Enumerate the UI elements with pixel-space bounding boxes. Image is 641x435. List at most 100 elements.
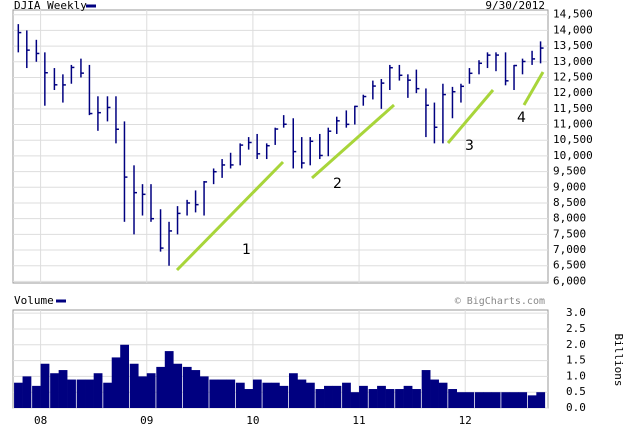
volume-bar <box>199 376 209 408</box>
legend-label: Volume <box>14 294 54 307</box>
volume-bar <box>67 379 76 408</box>
volume-bar <box>129 363 139 408</box>
volume-bar <box>182 366 192 408</box>
y-tick-label: 11,000 <box>553 118 593 131</box>
y-tick-label: 2.5 <box>566 322 586 335</box>
trend-lines <box>175 71 545 272</box>
annotation: 1 <box>242 242 251 258</box>
y-tick-label: 8,000 <box>553 212 586 225</box>
volume-bar <box>93 373 103 408</box>
volume-bar <box>518 392 528 408</box>
volume-bar <box>262 382 272 408</box>
y-tick-label: 14,000 <box>553 23 593 36</box>
volume-bar <box>438 382 448 408</box>
source: © BigCharts.com <box>455 296 545 307</box>
volume-bar <box>146 373 156 408</box>
date-label: 9/30/2012 <box>485 0 545 12</box>
volume-bar <box>350 392 360 408</box>
volume-bar <box>111 357 121 408</box>
y-tick-label: 14,500 <box>553 8 593 21</box>
y-tick-label: 6,500 <box>553 259 586 272</box>
volume-bar <box>191 370 201 408</box>
volume-bar <box>50 373 59 408</box>
y-tick-label: 1.0 <box>566 369 586 382</box>
layer: 6,000 6,500 7,000 7,500 8,000 8,500 9,000 9,500… <box>13 8 593 427</box>
volume-bar <box>315 389 325 408</box>
volume-bar <box>368 389 378 408</box>
y-axis-title: Billions <box>612 334 625 387</box>
volume-bar <box>244 389 254 408</box>
volume-bar <box>456 392 466 408</box>
price-plot <box>12 9 549 284</box>
y-tick-label: 11,500 <box>553 102 593 115</box>
volume-bar <box>536 392 546 408</box>
volume-bar <box>173 363 183 408</box>
volume-bar <box>14 382 23 408</box>
volume-bar <box>297 379 307 408</box>
y-tick-label: 1.5 <box>566 354 586 367</box>
volume-bar <box>217 379 227 408</box>
volume-bar <box>377 385 386 408</box>
volume-bar <box>527 395 537 408</box>
volume-bar <box>403 385 413 408</box>
volume-bar <box>76 379 86 408</box>
x-tick-label: 10 <box>246 414 259 427</box>
volume-bar <box>85 379 94 408</box>
y-tick-label: 10,500 <box>553 133 593 146</box>
x-tick-label: 09 <box>140 414 153 427</box>
volume-bar <box>332 385 342 408</box>
volume-bar <box>509 392 519 408</box>
volume-bar <box>483 392 493 408</box>
volume-bar <box>359 385 368 408</box>
x-tick-label: 11 <box>352 414 365 427</box>
volume-bar <box>474 392 484 408</box>
volume-bar <box>324 385 333 408</box>
trend-line <box>311 103 395 180</box>
y-tick-label: 0.0 <box>566 401 586 414</box>
volume-bar <box>501 392 511 408</box>
y-tick-label: 7,500 <box>553 227 586 240</box>
volume-bar <box>430 379 439 408</box>
volume-bar <box>288 373 298 408</box>
trend-line <box>446 89 495 144</box>
volume-bar <box>32 385 41 408</box>
volume-bar <box>305 382 315 408</box>
volume-bar <box>385 389 395 408</box>
y-tick-label: 10,000 <box>553 149 593 162</box>
volume-bar <box>252 379 262 408</box>
volume-bar <box>209 379 219 408</box>
volume-bar <box>22 376 32 408</box>
annotation: 2 <box>333 176 342 192</box>
volume-bar <box>226 379 236 408</box>
y-tick-label: 12,000 <box>553 86 593 99</box>
volume-bar <box>279 385 289 408</box>
y-tick-label: 13,500 <box>553 39 593 52</box>
volume-bar <box>164 351 174 408</box>
volume-bar <box>412 389 421 408</box>
volume-bar <box>270 382 280 408</box>
volume-bar <box>58 370 68 408</box>
volume-bar <box>465 392 474 408</box>
y-tick-label: 9,000 <box>553 180 586 193</box>
volume-bar <box>138 376 148 408</box>
volume-bar <box>395 389 404 408</box>
volume-bar <box>342 382 351 408</box>
trend-line <box>522 71 545 106</box>
volume-bar <box>156 366 166 408</box>
volume-bar <box>235 382 245 408</box>
x-tick-label: 12 <box>459 414 472 427</box>
y-tick-label: 2.0 <box>566 338 586 351</box>
trend-line <box>175 160 285 272</box>
volume-bar <box>448 389 458 408</box>
volume-bar <box>103 382 113 408</box>
y-tick-label: 8,500 <box>553 196 586 209</box>
y-tick-label: 12,500 <box>553 70 593 83</box>
volume-bar <box>421 370 431 408</box>
annotation: 3 <box>465 138 474 154</box>
volume-bar <box>120 344 130 408</box>
volume-bar <box>491 392 501 408</box>
y-tick-label: 0.5 <box>566 385 586 398</box>
y-tick-label: 3.0 <box>566 306 586 319</box>
